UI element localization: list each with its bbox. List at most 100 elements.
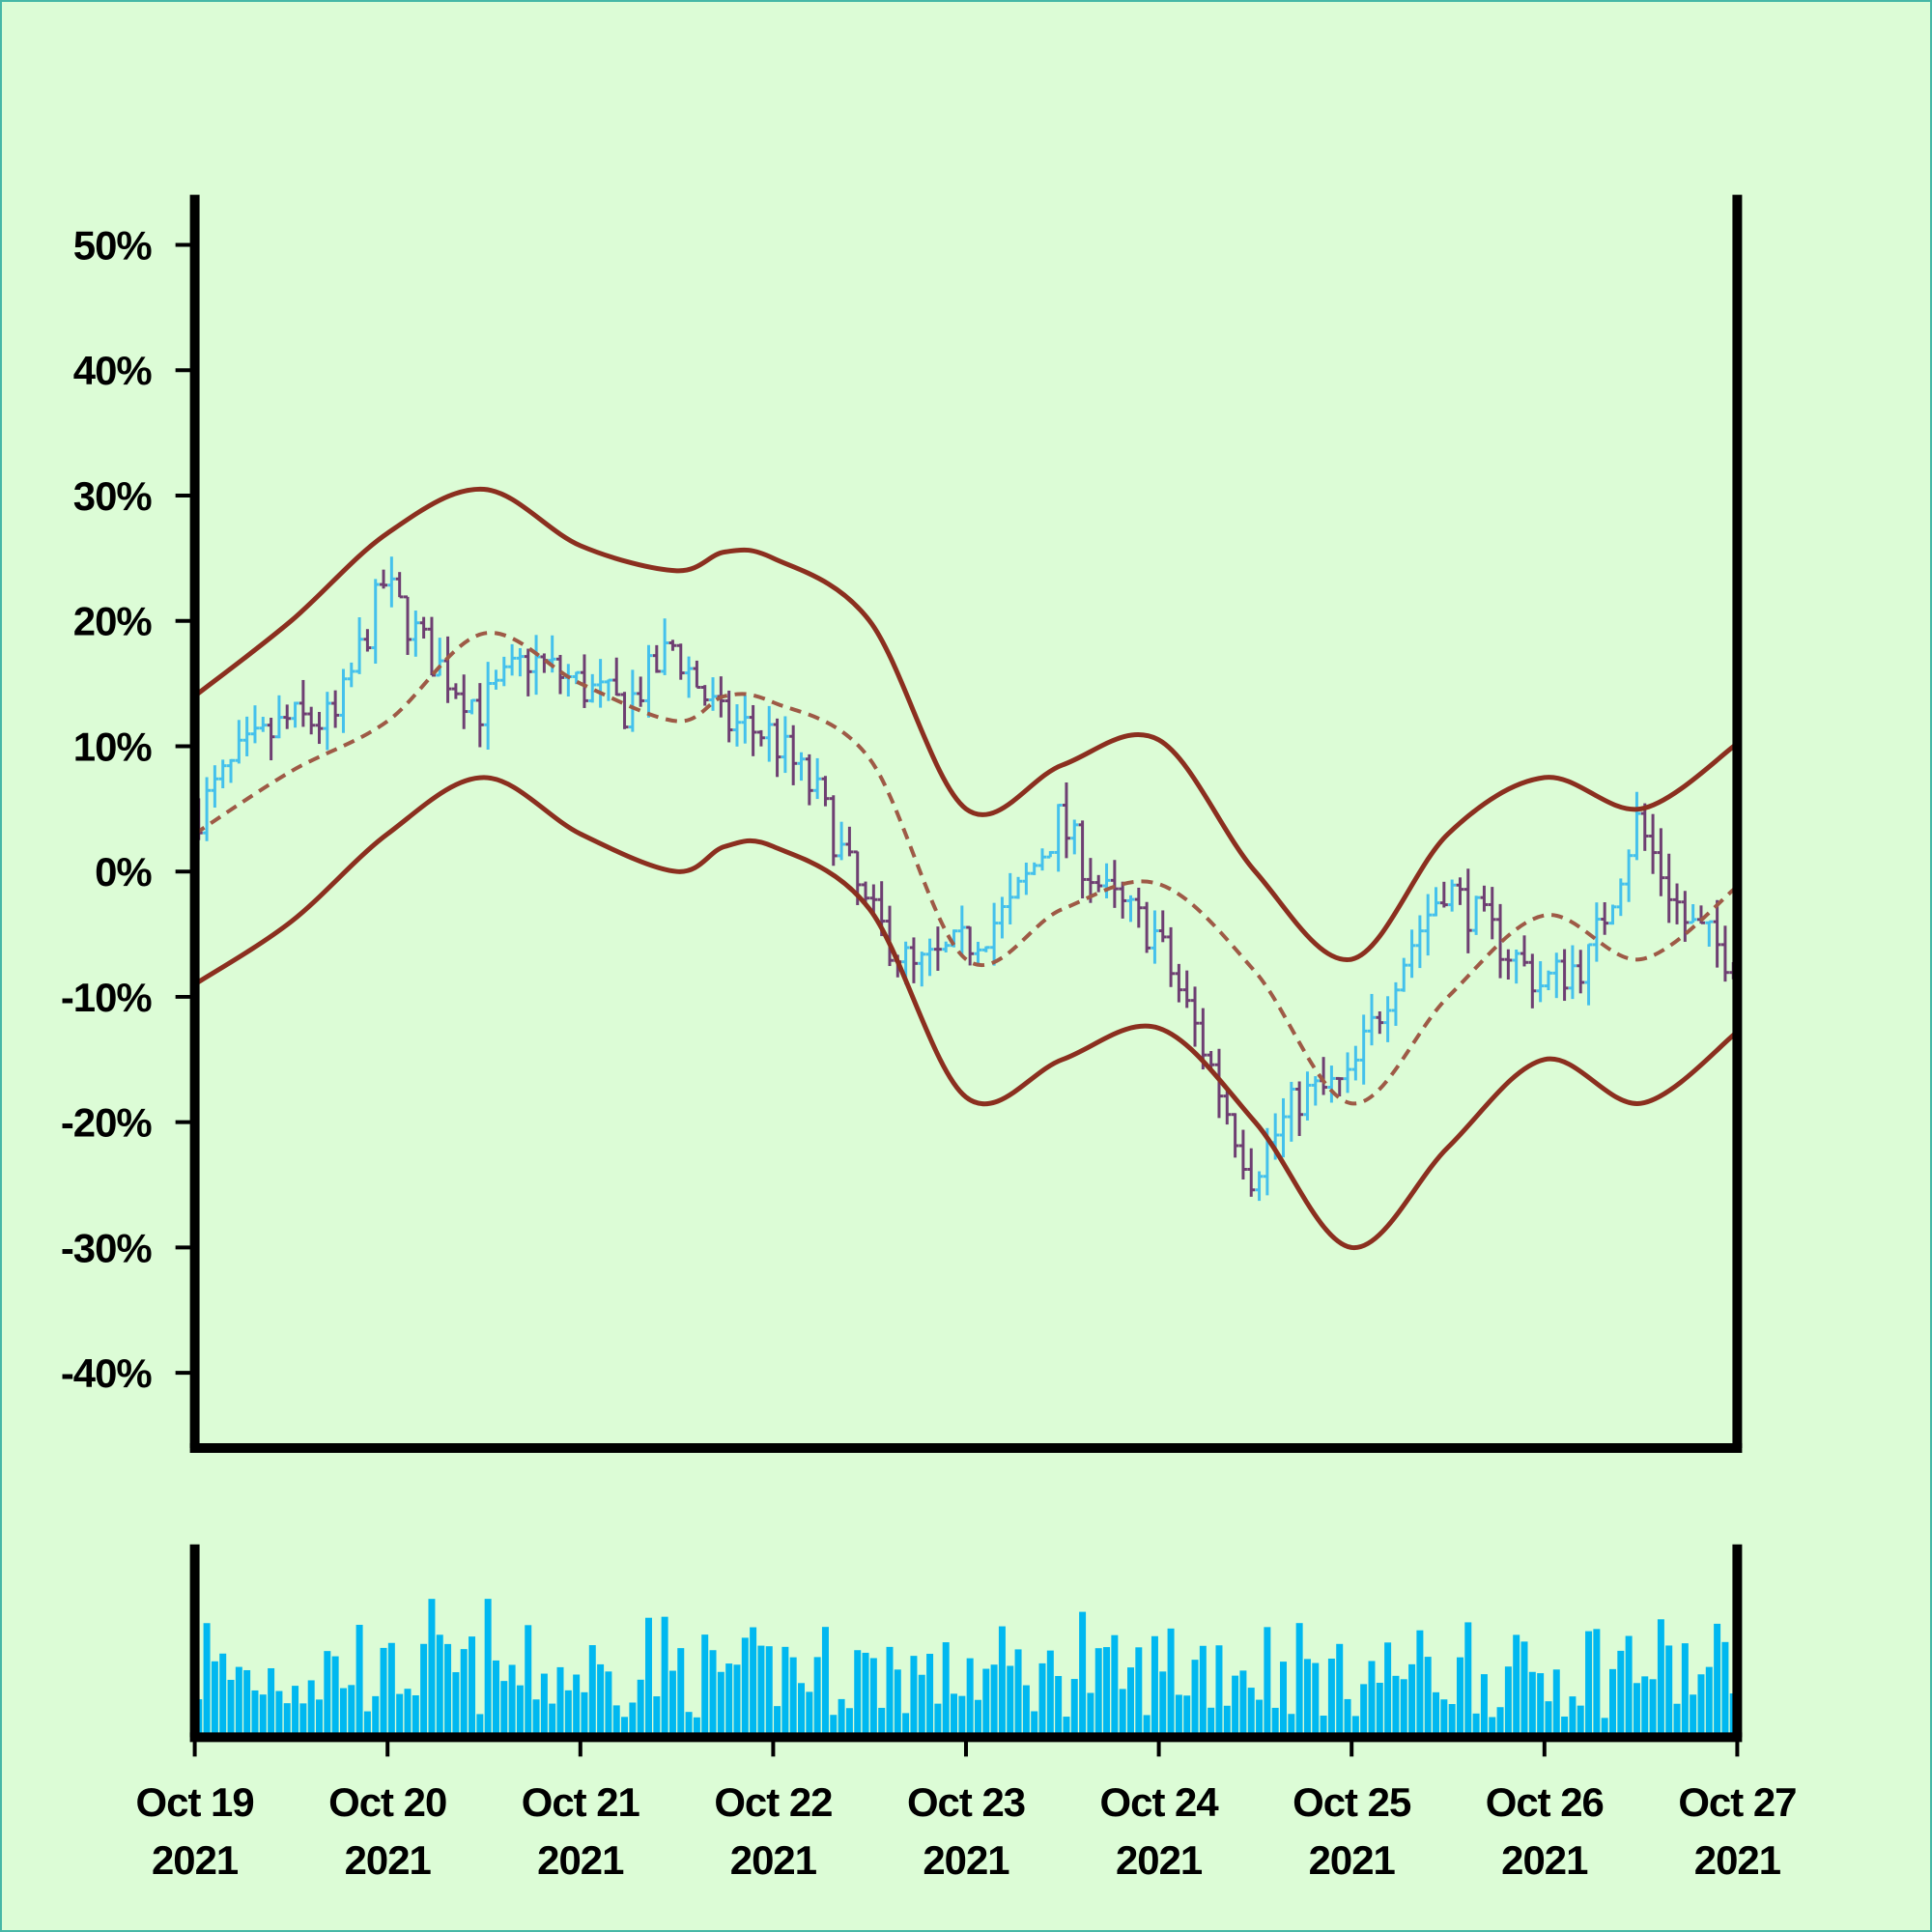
volume-bar <box>1480 1674 1488 1738</box>
ohlc-bar <box>1560 949 1569 1002</box>
volume-bar <box>1424 1657 1432 1738</box>
axes-layer: 50% 40% 30% 20% 10% 0% -10% -20% -30% -40% Oct 19 2… <box>61 194 1797 1883</box>
volume-bar <box>1464 1622 1472 1738</box>
volume-bar <box>1247 1688 1255 1738</box>
volume-bar <box>331 1656 339 1738</box>
ohlc-bar <box>1456 877 1464 905</box>
volume-bar <box>1351 1716 1359 1738</box>
x-tick-year-label: 2021 <box>923 1837 1009 1883</box>
volume-bar <box>1271 1707 1279 1738</box>
ohlc-bar <box>925 938 934 977</box>
volume-bar <box>1721 1641 1729 1738</box>
volume-bar <box>668 1670 676 1738</box>
volume-bar <box>798 1683 806 1738</box>
ohlc-bar <box>250 705 259 744</box>
price-panel <box>193 486 1739 1250</box>
volume-bar <box>1111 1634 1119 1738</box>
volume-bar <box>1312 1662 1320 1738</box>
ohlc-bar <box>749 704 757 756</box>
volume-bar <box>1119 1689 1126 1738</box>
volume-bar <box>324 1651 331 1738</box>
volume-bar <box>444 1643 452 1738</box>
ohlc-bar <box>789 724 798 785</box>
volume-bar <box>1135 1647 1143 1738</box>
volume-bar <box>1094 1648 1102 1738</box>
x-tick-year-label: 2021 <box>152 1837 239 1883</box>
volume-bar <box>966 1658 974 1738</box>
ohlc-bar <box>1472 895 1481 935</box>
lower-band-line <box>193 775 1739 1250</box>
volume-bar <box>1392 1675 1400 1738</box>
ohlc-bar <box>1448 879 1457 912</box>
volume-bar <box>573 1674 581 1738</box>
volume-bar <box>436 1634 443 1738</box>
ohlc-bar <box>1255 1171 1264 1202</box>
ohlc-bar <box>652 644 661 673</box>
volume-bar <box>597 1663 605 1738</box>
volume-bar <box>1513 1634 1520 1738</box>
volume-bar <box>1360 1684 1368 1738</box>
volume-bar <box>516 1685 524 1738</box>
volume-bar <box>1714 1623 1721 1738</box>
ohlc-bar <box>1046 850 1055 859</box>
ohlc-bar <box>347 662 355 688</box>
ohlc-bar <box>1439 881 1448 908</box>
ohlc-bar <box>1496 903 1505 979</box>
volume-bar <box>211 1661 218 1738</box>
ohlc-bar <box>1432 887 1440 917</box>
volume-bar <box>532 1699 540 1738</box>
volume-bar <box>644 1617 652 1738</box>
volume-bar <box>1239 1670 1247 1738</box>
ohlc-bar <box>436 638 444 677</box>
ohlc-bar <box>1214 1048 1223 1119</box>
ohlc-bar <box>419 616 428 639</box>
y-tick-label: 10% <box>73 724 153 769</box>
ohlc-bar <box>741 695 750 744</box>
ohlc-bar <box>709 677 718 711</box>
volume-bar <box>420 1643 428 1738</box>
volume-bar <box>268 1667 275 1738</box>
volume-bar <box>926 1654 934 1738</box>
ohlc-bar <box>1592 902 1601 962</box>
volume-bar <box>990 1664 998 1738</box>
volume-bar <box>404 1689 412 1738</box>
ohlc-bar <box>1400 957 1408 992</box>
ohlc-bar <box>1601 901 1609 935</box>
volume-bar <box>845 1708 853 1738</box>
ohlc-bar <box>732 704 741 747</box>
volume-bar <box>701 1634 709 1738</box>
volume-bar <box>1070 1679 1078 1738</box>
volume-bar <box>1665 1645 1673 1738</box>
volume-bar <box>299 1703 307 1738</box>
moving-average-line <box>193 631 1739 1106</box>
ohlc-bar <box>588 673 597 703</box>
volume-bar <box>750 1627 757 1738</box>
ohlc-bar <box>1143 901 1151 953</box>
ohlc-bar <box>1287 1081 1295 1142</box>
volume-bar <box>283 1703 291 1738</box>
ohlc-bar <box>1536 961 1545 1003</box>
volume-bar <box>1295 1623 1303 1738</box>
volume-bar <box>725 1663 733 1738</box>
x-tick-year-label: 2021 <box>1694 1837 1781 1883</box>
y-tick-label: -40% <box>61 1350 153 1396</box>
ohlc-bar <box>443 636 452 703</box>
volume-bar <box>1063 1717 1070 1738</box>
ohlc-bar <box>781 716 789 774</box>
volume-bar <box>838 1698 845 1738</box>
volume-bar <box>854 1650 862 1738</box>
ohlc-bar <box>1151 910 1159 964</box>
ohlc-bar <box>933 926 942 971</box>
ohlc-bar <box>259 717 268 732</box>
x-tick-label: Oct 26 <box>1486 1779 1604 1825</box>
volume-bar <box>661 1616 668 1738</box>
ohlc-bar <box>700 685 709 706</box>
volume-bar <box>806 1691 813 1738</box>
ohlc-bar <box>508 643 517 676</box>
volume-bar <box>1440 1699 1448 1738</box>
volume-bar <box>1079 1611 1087 1738</box>
ohlc-bar <box>1078 820 1087 899</box>
ohlc-bar <box>1231 1113 1239 1158</box>
ohlc-bar <box>1713 899 1721 968</box>
ohlc-bar <box>468 698 476 715</box>
